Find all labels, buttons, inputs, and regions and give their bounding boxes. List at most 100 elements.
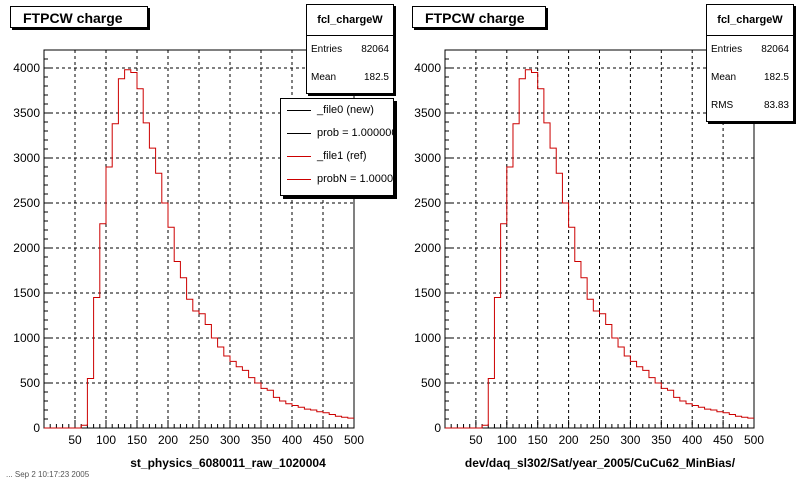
right-panel: 50 100 150 200 250 300 350 400 450 500 0 500 1000 150… (400, 0, 800, 480)
histogram-bin (311, 410, 317, 428)
stats-title: fcl_chargeW (307, 5, 393, 36)
x-tick-label: 300 (220, 433, 240, 447)
histogram-bin (674, 397, 680, 428)
histogram-bin (538, 89, 544, 428)
legend-box[interactable]: _file0 (new) prob = 1.000000 _file1 (ref… (280, 98, 394, 196)
histogram-bin (162, 203, 168, 428)
y-tick-label: 3000 (414, 151, 441, 165)
histogram-bin (261, 388, 267, 428)
histogram-bin (193, 311, 199, 428)
histogram-bin (649, 378, 655, 428)
x-tick-label: 500 (744, 433, 764, 447)
legend-swatch (287, 110, 311, 111)
histogram-bin (723, 413, 729, 428)
histogram-bin (575, 262, 581, 429)
y-tick-label: 1500 (414, 286, 441, 300)
histogram-bin (100, 224, 106, 428)
histogram-bin (507, 167, 513, 428)
histogram-bin (717, 412, 723, 428)
stats-key: Entries (311, 44, 343, 55)
legend-item: probN = 1.000000 (281, 168, 393, 191)
y-tick-label: 1500 (13, 286, 40, 300)
stats-box[interactable]: fcl_chargeW Entries 82064 Mean 182.5 (306, 4, 394, 94)
histogram-bin (249, 378, 255, 428)
histogram-plot-right[interactable]: 50 100 150 200 250 300 350 400 450 500 0 500 1000 150… (400, 0, 800, 480)
histogram-bin (488, 379, 494, 429)
histogram-bin (329, 415, 335, 429)
histogram-bin (112, 124, 118, 428)
y-tick-label: 3500 (13, 106, 40, 120)
y-tick-label: 2500 (13, 196, 40, 210)
histogram-bin (218, 347, 224, 428)
stats-value: 182.5 (363, 72, 389, 83)
y-tick-label: 1000 (414, 331, 441, 345)
histogram-bin (532, 73, 538, 429)
stats-row-mean: Mean 182.5 (307, 64, 393, 92)
histogram-bin (304, 409, 310, 428)
histogram-bin (323, 413, 329, 428)
legend-label: prob = 1.000000 (317, 127, 394, 139)
x-tick-label: 100 (497, 433, 517, 447)
histogram-bin (81, 425, 87, 428)
y-tick-label: 500 (421, 376, 441, 390)
histogram-bin (168, 227, 174, 428)
y-tick-label: 1000 (13, 331, 40, 345)
histogram-bin (224, 356, 230, 428)
legend-label: _file0 (new) (317, 104, 374, 116)
x-tick-label: 500 (344, 433, 364, 447)
histogram-bin (637, 367, 643, 428)
histogram-bin (131, 73, 137, 429)
histogram-bin (94, 298, 100, 429)
histogram-bin (655, 383, 661, 428)
histogram-bin (525, 70, 531, 428)
histogram-bin (137, 89, 143, 428)
legend-swatch (287, 156, 311, 157)
footer-stamp: ... Sep 2 10:17:23 2005 (6, 470, 90, 479)
stats-box[interactable]: fcl_chargeW Entries 82064 Mean 182.5 RMS… (706, 4, 794, 122)
histogram-bin (205, 325, 211, 429)
x-tick-label: 200 (158, 433, 178, 447)
x-tick-label: 400 (682, 433, 702, 447)
histogram-bin (180, 278, 186, 428)
x-tick-label: 350 (251, 433, 271, 447)
histogram-bin (643, 370, 649, 428)
histogram-bin (698, 407, 704, 428)
left-panel: 50 100 150 200 250 300 350 400 450 500 0 500 1000 150… (6, 4, 394, 479)
histogram-bin (501, 224, 507, 428)
y-tick-label: 3500 (414, 106, 441, 120)
histogram-bin (273, 397, 279, 428)
stats-key: Mean (311, 72, 337, 83)
histogram-bin (513, 124, 519, 428)
histogram-bin (587, 299, 593, 428)
histogram-bin (342, 417, 348, 428)
legend-item: prob = 1.000000 (281, 122, 393, 145)
legend-swatch (287, 179, 311, 180)
histogram-series-line (445, 69, 754, 429)
histogram-bin (581, 278, 587, 428)
histogram-bin (562, 203, 568, 428)
x-tick-label: 450 (713, 433, 733, 447)
x-tick-label: 200 (559, 433, 579, 447)
histogram-bin (705, 409, 711, 428)
histogram-bin (544, 123, 550, 428)
histogram-bin (482, 425, 488, 428)
legend-label: probN = 1.000000 (317, 173, 394, 185)
histogram-bin (143, 123, 149, 428)
histogram-bin (519, 79, 525, 428)
panel-title: FTPCW charge (10, 6, 148, 28)
histogram-bin (255, 383, 261, 428)
x-tick-label: 50 (469, 433, 483, 447)
stats-key: RMS (711, 100, 734, 111)
x-tick-label: 350 (651, 433, 671, 447)
histogram-bin (618, 347, 624, 428)
histogram-bin (494, 298, 500, 429)
histogram-bin (550, 148, 556, 428)
histogram-bin (298, 407, 304, 428)
histogram-bin (280, 401, 286, 428)
histogram-bin (292, 406, 298, 429)
stats-row-rms: RMS 83.83 (707, 92, 793, 120)
x-tick-label: 300 (620, 433, 640, 447)
histogram-bin (118, 79, 124, 428)
x-tick-label: 250 (589, 433, 609, 447)
histogram-bin (230, 361, 236, 428)
